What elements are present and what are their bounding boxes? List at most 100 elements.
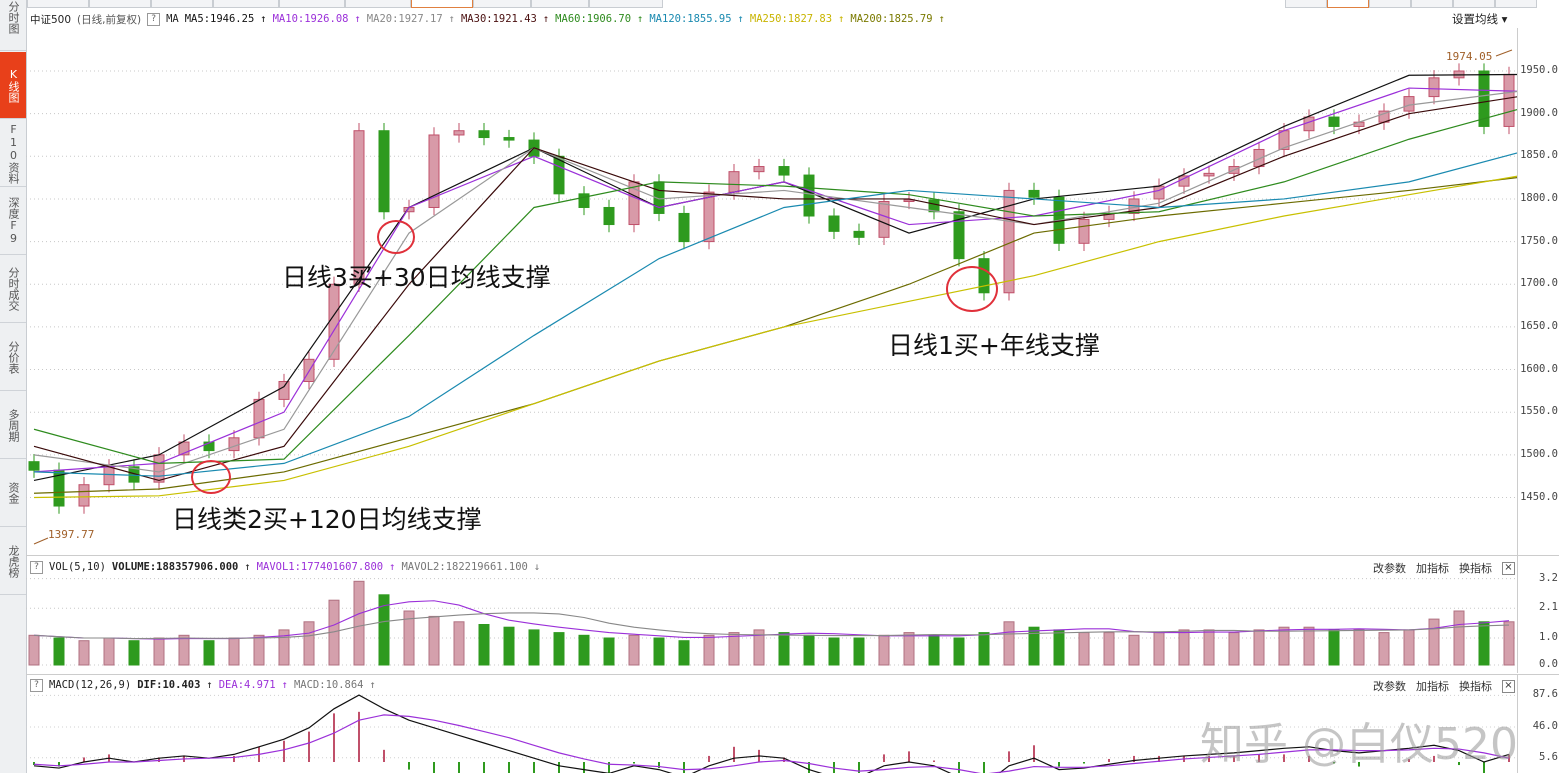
toolbar-button[interactable] [1411, 0, 1453, 8]
sidebar-tab[interactable]: 资金 [0, 460, 26, 527]
add-indicator-button[interactable]: 加指标 [1416, 680, 1449, 693]
sidebar: 分时图 K线图 F10资料 深度F9 分时成交 分价表 多周期 资金 龙虎榜 [0, 0, 27, 773]
switch-indicator-button[interactable]: 换指标 [1459, 562, 1492, 575]
period-tabs [27, 0, 663, 8]
candle [1428, 77, 1440, 98]
arrow-up-icon: ↑ [542, 13, 550, 25]
macd-header: ? MACD(12,26,9) DIF:10.403 ↑ DEA:4.971 ↑… [30, 676, 376, 694]
period-tab[interactable] [27, 0, 89, 8]
period-tab[interactable] [279, 0, 345, 8]
toolbar-button[interactable] [1453, 0, 1495, 8]
dif-value: DIF:10.403 [137, 679, 201, 691]
candle [1478, 70, 1490, 127]
ma-value: MA250:1827.83 [749, 13, 833, 25]
period-tab[interactable] [589, 0, 663, 8]
period-tab[interactable] [89, 0, 151, 8]
volume-bar [1178, 629, 1190, 666]
chart-mode: (日线,前复权) [77, 13, 142, 26]
candle [753, 166, 765, 173]
sidebar-tab[interactable]: 分价表 [0, 324, 26, 391]
volume-bar [728, 632, 740, 666]
switch-indicator-button[interactable]: 换指标 [1459, 680, 1492, 693]
candle [778, 166, 790, 176]
y-tick-label: 2.1 [1539, 601, 1558, 614]
candle [28, 461, 40, 471]
volume-bar [1228, 632, 1240, 666]
arrow-up-icon: ↑ [737, 13, 744, 25]
candle [578, 193, 590, 208]
sidebar-tab[interactable]: 分时成交 [0, 256, 26, 323]
y-tick-label: 1750.0 [1520, 234, 1558, 247]
period-tab[interactable] [151, 0, 213, 8]
volume-bar [428, 615, 440, 666]
sidebar-tab[interactable]: 深度F9 [0, 188, 26, 255]
dea-line [33, 714, 1510, 773]
volume-bar [528, 629, 540, 666]
arrow-up-icon: ↑ [354, 13, 361, 25]
change-params-button[interactable]: 改参数 [1373, 680, 1406, 693]
toolbar-button[interactable] [1327, 0, 1369, 8]
candle [1253, 148, 1265, 168]
y-tick-label: 46.0 [1532, 720, 1558, 733]
close-icon[interactable]: × [1502, 679, 1515, 693]
y-tick-label: 3.2 [1539, 571, 1558, 584]
toolbar-button[interactable] [1285, 0, 1327, 8]
candle [953, 211, 965, 260]
ma-line-ma20 [33, 90, 1517, 473]
ma-line-ma120 [33, 152, 1517, 477]
period-tab[interactable] [473, 0, 531, 8]
volume-bar [228, 637, 240, 666]
volume-bar [978, 632, 990, 666]
y-tick-label: 1950.0 [1520, 64, 1558, 76]
sidebar-tab[interactable]: 多周期 [0, 392, 26, 459]
candle [703, 191, 715, 243]
ma-settings-dropdown[interactable]: 设置均线 ▾ [1452, 12, 1508, 26]
volume-bar [778, 632, 790, 666]
toolbar-button[interactable] [1495, 0, 1537, 8]
ma-value: MA200:1825.79 [850, 13, 933, 25]
sidebar-tab[interactable]: 分时图 [0, 0, 26, 51]
sidebar-tab[interactable]: F10资料 [0, 120, 26, 187]
candle [428, 134, 440, 208]
ma-value: MA20:1927.17 [366, 13, 443, 25]
y-tick-label: 1500.0 [1520, 447, 1558, 460]
candle [1153, 185, 1165, 200]
arrow-up-icon: ↑ [369, 679, 376, 691]
candle [1328, 116, 1340, 127]
volume-bar [853, 637, 865, 666]
volume-bar [1453, 610, 1465, 666]
divider [26, 674, 1559, 675]
candle [278, 380, 290, 400]
high-price-label: 1974.05 [1446, 50, 1492, 63]
y-tick-label: 0.0 [1539, 658, 1558, 670]
arrow-down-icon: ↓ [533, 561, 541, 573]
volume-chart [26, 578, 1517, 666]
help-button[interactable]: ? [30, 560, 43, 574]
period-tab[interactable] [411, 0, 473, 8]
period-tab[interactable] [213, 0, 279, 8]
macd-panel-actions: 改参数 加指标 换指标 × [1373, 678, 1515, 694]
volume-bar [603, 637, 615, 666]
volume-bar [353, 580, 365, 666]
ma-value: MA60:1906.70 [555, 13, 632, 25]
sidebar-tab[interactable]: 龙虎榜 [0, 528, 26, 595]
volume-bar [1153, 632, 1165, 666]
period-tab[interactable] [531, 0, 589, 8]
help-button[interactable]: ? [30, 678, 43, 692]
toolbar-button[interactable] [1369, 0, 1411, 8]
price-chart[interactable]: 1974.05 1397.77 [26, 28, 1517, 555]
arrow-up-icon: ↑ [637, 13, 644, 25]
volume-bar [478, 624, 490, 666]
candle [103, 466, 115, 486]
dif-line [33, 694, 1510, 773]
period-tab[interactable] [345, 0, 411, 8]
candle [228, 437, 240, 452]
volume-bar [1053, 629, 1065, 666]
sidebar-tab[interactable]: K线图 [0, 52, 26, 119]
help-button[interactable]: ? [147, 12, 161, 26]
add-indicator-button[interactable]: 加指标 [1416, 562, 1449, 575]
change-params-button[interactable]: 改参数 [1373, 562, 1406, 575]
mavol1-value: MAVOL1:177401607.800 [256, 561, 384, 573]
close-icon[interactable]: × [1502, 561, 1515, 575]
volume-bar [178, 634, 190, 666]
